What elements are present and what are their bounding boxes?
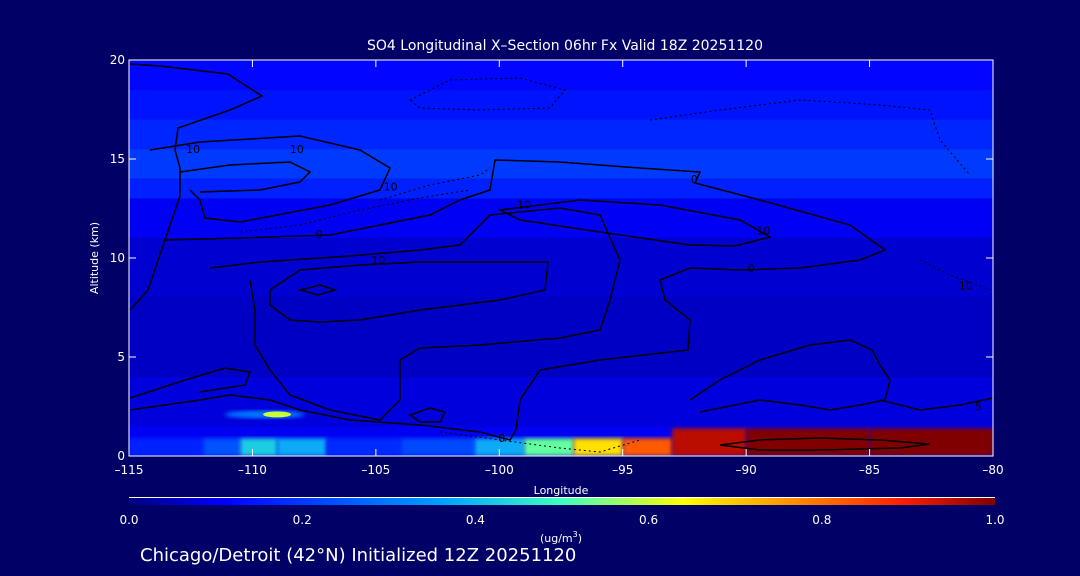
colorbar-tick-label: 0.6 (639, 513, 658, 527)
colorbar-units: (ug/m3) (540, 530, 582, 545)
colorbar-tick-label: 0.2 (293, 513, 312, 527)
contour-line (129, 159, 887, 441)
y-tick-label: 15 (110, 152, 125, 166)
chart-title: SO4 Longitudinal X–Section 06hr Fx Valid… (367, 38, 763, 54)
field-band (129, 89, 993, 120)
contour-line-dotted (919, 259, 991, 291)
contour-line (269, 261, 549, 323)
colorbar-tick-label: 1.0 (985, 513, 1004, 527)
contour-label: 0 (498, 432, 505, 445)
colorbar: 0.0 0.2 0.4 0.6 0.8 1.0 (ug/m3) (119, 497, 1005, 545)
x-tick-label: –115 (115, 463, 144, 477)
x-tick-label: –105 (361, 463, 390, 477)
contour-line (689, 339, 891, 413)
surface-cell (573, 438, 624, 456)
surface-cell (203, 438, 241, 456)
contour-line (497, 199, 772, 247)
y-tick-label: 0 (117, 449, 125, 463)
contour-line-dotted (379, 167, 491, 201)
field-band (129, 119, 993, 150)
x-tick-label: –95 (612, 463, 633, 477)
contour-label: 0 (691, 173, 698, 186)
contour-line (719, 437, 931, 451)
contour-line (297, 284, 338, 296)
field-band (129, 149, 993, 179)
contour-label: 10 (186, 143, 200, 156)
contour-line (129, 63, 264, 311)
contour-label: 10 (756, 224, 770, 237)
colorbar-gradient (129, 498, 995, 505)
x-tick-label: –85 (859, 463, 880, 477)
contour-label: 10 (959, 280, 973, 293)
contour-line (149, 135, 391, 223)
colorbar-tick-label: 0.4 (466, 513, 485, 527)
contour-label: 10 (384, 181, 398, 194)
surface-cell (672, 428, 747, 456)
x-tick-label: –110 (238, 463, 267, 477)
surface-cell (622, 438, 673, 456)
y-tick-label: 20 (110, 53, 125, 67)
footer-caption: Chicago/Detroit (42°N) Initialized 12Z 2… (140, 545, 576, 566)
contour-label: 0 (316, 228, 323, 241)
colorbar-ticks: 0.0 0.2 0.4 0.6 0.8 1.0 (119, 513, 1004, 527)
contour-label: 5 (975, 401, 982, 414)
contour-line (879, 397, 993, 411)
x-tick-label: –90 (736, 463, 757, 477)
contour-label: 10 (517, 199, 531, 212)
surface-cell (326, 438, 402, 456)
x-axis-label: Longitude (534, 484, 589, 497)
x-tick-label: –100 (485, 463, 514, 477)
contour-label: 0 (748, 262, 755, 275)
surface-cell (746, 428, 871, 456)
surface-cell (277, 438, 327, 456)
x-tick-label: –80 (982, 463, 1003, 477)
surface-cell (474, 438, 525, 456)
y-axis: 0 5 10 15 20 (110, 53, 993, 463)
contour-line (179, 161, 312, 193)
contour-label: 10 (371, 254, 385, 267)
contour-line (408, 407, 447, 423)
surface-cell (869, 428, 993, 456)
y-tick-label: 10 (110, 251, 125, 265)
contour-line (209, 207, 621, 421)
x-axis: –115 –110 –105 –100 –95 –90 –85 –80 (115, 60, 1004, 477)
surface-cell (129, 438, 204, 456)
contour-line-dotted (239, 189, 471, 233)
contour-line (129, 367, 252, 399)
surface-cell (523, 438, 574, 456)
surface-cell (240, 438, 278, 456)
colorbar-tick-label: 0.0 (119, 513, 138, 527)
contour-line-dotted (649, 99, 971, 176)
colorbar-tick-label: 0.8 (812, 513, 831, 527)
y-tick-label: 5 (117, 350, 125, 364)
contour-line-dotted (439, 431, 641, 453)
field-band (129, 198, 993, 239)
field-band (129, 60, 993, 90)
field-band (129, 376, 993, 427)
surface-cell (263, 411, 292, 418)
contour-lines (129, 63, 993, 453)
field-band (129, 178, 993, 199)
contour-line-dotted (409, 77, 566, 111)
y-axis-label: Altitude (km) (88, 222, 101, 294)
contour-labels: 10 10 10 0 10 10 0 10 0 10 0 5 (186, 143, 982, 445)
surface-cell (400, 438, 476, 456)
contour-label: 10 (290, 143, 304, 156)
field-band (129, 238, 993, 298)
